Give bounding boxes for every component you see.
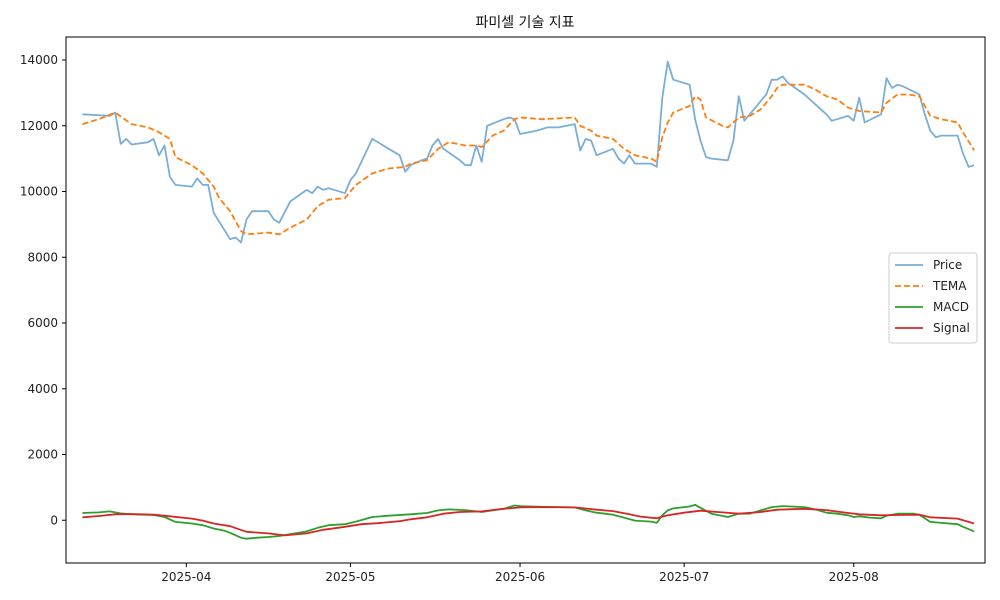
legend-label-tema: TEMA — [932, 279, 967, 293]
y-tick-label: 4000 — [27, 382, 58, 396]
series-line-signal — [82, 506, 975, 537]
x-tick-label: 2025-05 — [325, 570, 375, 584]
series-line-tema — [82, 83, 975, 236]
y-axis: 0 2000 4000 6000 8000 10000 12000 14000 — [20, 53, 66, 527]
y-tick-label: 8000 — [27, 250, 58, 264]
y-tick-label: 6000 — [27, 316, 58, 330]
x-tick-label: 2025-08 — [829, 570, 879, 584]
x-tick-label: 2025-06 — [495, 570, 545, 584]
y-tick-label: 2000 — [27, 448, 58, 462]
legend-label-signal: Signal — [933, 321, 970, 335]
chart-title: 파미셀 기술 지표 — [475, 15, 574, 31]
legend-label-price: Price — [933, 258, 962, 272]
x-axis: 2025-04 2025-05 2025-06 2025-07 2025-08 — [161, 563, 879, 584]
y-tick-label: 0 — [50, 513, 58, 527]
plot-frame — [65, 36, 986, 564]
legend-box — [888, 252, 978, 344]
y-tick-label: 10000 — [20, 185, 58, 199]
y-tick-label: 14000 — [20, 53, 58, 67]
series-line-price — [82, 60, 975, 244]
y-tick-label: 12000 — [20, 119, 58, 133]
series-lines — [82, 60, 975, 540]
legend: Price TEMA MACD Signal — [888, 252, 978, 344]
series-line-macd — [82, 503, 975, 540]
x-tick-label: 2025-07 — [659, 570, 709, 584]
x-tick-label: 2025-04 — [161, 570, 211, 584]
legend-label-macd: MACD — [933, 300, 969, 314]
